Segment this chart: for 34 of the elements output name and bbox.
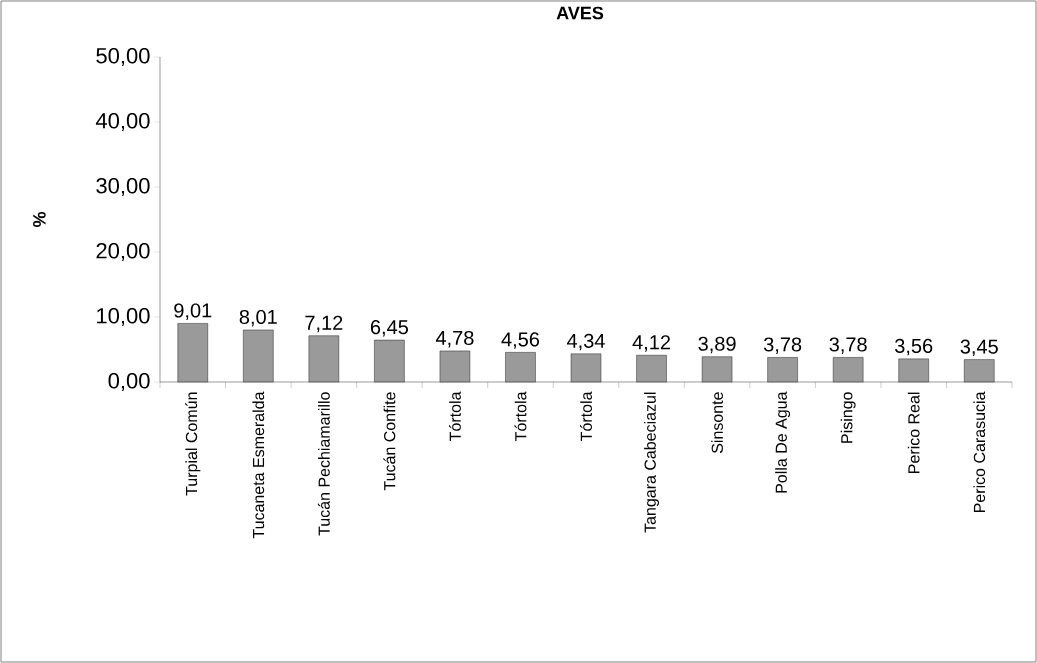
y-tick-label: 40,00	[95, 112, 150, 132]
data-label: 3,78	[829, 337, 867, 354]
x-tick-label: Polla De Agua	[775, 391, 791, 493]
y-tick-label: 50,00	[96, 47, 150, 67]
data-label: 9,01	[174, 303, 212, 320]
y-tick-label: 10,00	[97, 307, 150, 327]
x-tick-label: Perico Carasucia	[973, 391, 986, 513]
data-label: 6,45	[370, 320, 409, 337]
data-label: 3,45	[960, 339, 998, 357]
x-tick-label: Tucaneta Esmeralda	[252, 391, 265, 539]
data-label: 4,34	[567, 333, 605, 351]
data-label: 4,12	[632, 335, 671, 352]
data-label: 3,78	[763, 337, 802, 354]
data-label: 4,78	[435, 330, 474, 348]
data-label: 7,12	[305, 315, 343, 333]
data-label: 3,89	[698, 336, 736, 354]
x-tick-label: Tucán Confite	[383, 392, 396, 491]
y-tick-label: 30,00	[96, 177, 150, 197]
x-tick-label: Tórtola	[580, 391, 592, 441]
x-tick-label: Turpial Común	[185, 392, 201, 496]
x-tick-label: Sinsonte	[711, 392, 723, 454]
chart-title: AVES	[556, 6, 604, 20]
data-label: 4,56	[501, 332, 540, 349]
x-tick-label: Tórtola	[448, 391, 461, 441]
y-tick-label: 20,00	[96, 242, 150, 262]
y-tick-label: 0,00	[108, 372, 150, 392]
data-label: 3,56	[895, 338, 933, 356]
x-tick-label: Tucán Pechiamarillo	[317, 392, 330, 536]
data-label: 8,01	[239, 309, 277, 327]
x-tick-label: Pisingo	[840, 392, 856, 443]
x-tick-label: Tangara Cabeciazul	[644, 392, 660, 533]
x-tick-label: Perico Real	[907, 392, 920, 473]
y-axis-title: %	[33, 211, 46, 228]
x-tick-label: Tórtola	[514, 391, 527, 441]
